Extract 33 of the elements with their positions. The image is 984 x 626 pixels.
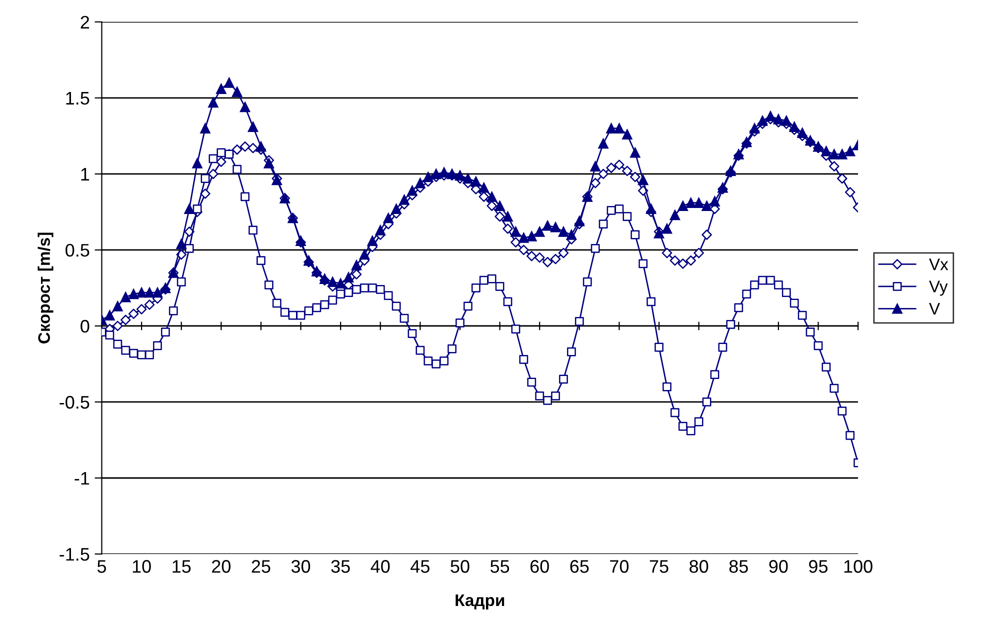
x-tick-label: 10 xyxy=(132,560,151,573)
x-tick-label: 65 xyxy=(570,560,589,573)
x-tick-label: 100 xyxy=(844,560,872,573)
x-axis-title: Кадри xyxy=(456,594,504,610)
y-axis-title: Скорост [m/s] xyxy=(38,232,54,344)
y-tick-label: 1.5 xyxy=(66,92,90,105)
y-tick-label: 2 xyxy=(80,16,90,28)
legend-label: Vx xyxy=(929,258,948,270)
x-tick-label: 95 xyxy=(809,560,828,573)
y-tick-label: -1 xyxy=(74,472,90,485)
legend-label: V xyxy=(929,303,940,314)
x-tick-label: 40 xyxy=(370,560,390,573)
x-tick-label: 50 xyxy=(450,560,470,573)
x-tick-label: 20 xyxy=(212,560,230,573)
x-tick-label: 75 xyxy=(650,560,668,573)
x-tick-label: 5 xyxy=(97,560,106,573)
y-tick-label: -0.5 xyxy=(60,396,90,409)
x-tick-label: 70 xyxy=(610,560,629,573)
x-tick-label: 45 xyxy=(410,560,430,573)
y-tick-label: 0.5 xyxy=(66,244,90,257)
x-tick-label: 80 xyxy=(690,560,708,573)
x-tick-label: 90 xyxy=(769,560,788,573)
x-tick-label: 25 xyxy=(252,560,270,573)
x-tick-label: 35 xyxy=(331,560,350,573)
x-tick-label: 55 xyxy=(490,560,510,573)
y-tick-label: 1 xyxy=(81,168,90,180)
y-tick-label: -1.5 xyxy=(60,548,90,561)
y-tick-label: 0 xyxy=(80,320,90,333)
x-tick-label: 85 xyxy=(729,560,748,573)
x-tick-label: 15 xyxy=(172,560,191,573)
legend-label: Vy xyxy=(929,280,948,296)
x-tick-label: 60 xyxy=(530,560,549,573)
x-tick-label: 30 xyxy=(291,560,310,573)
